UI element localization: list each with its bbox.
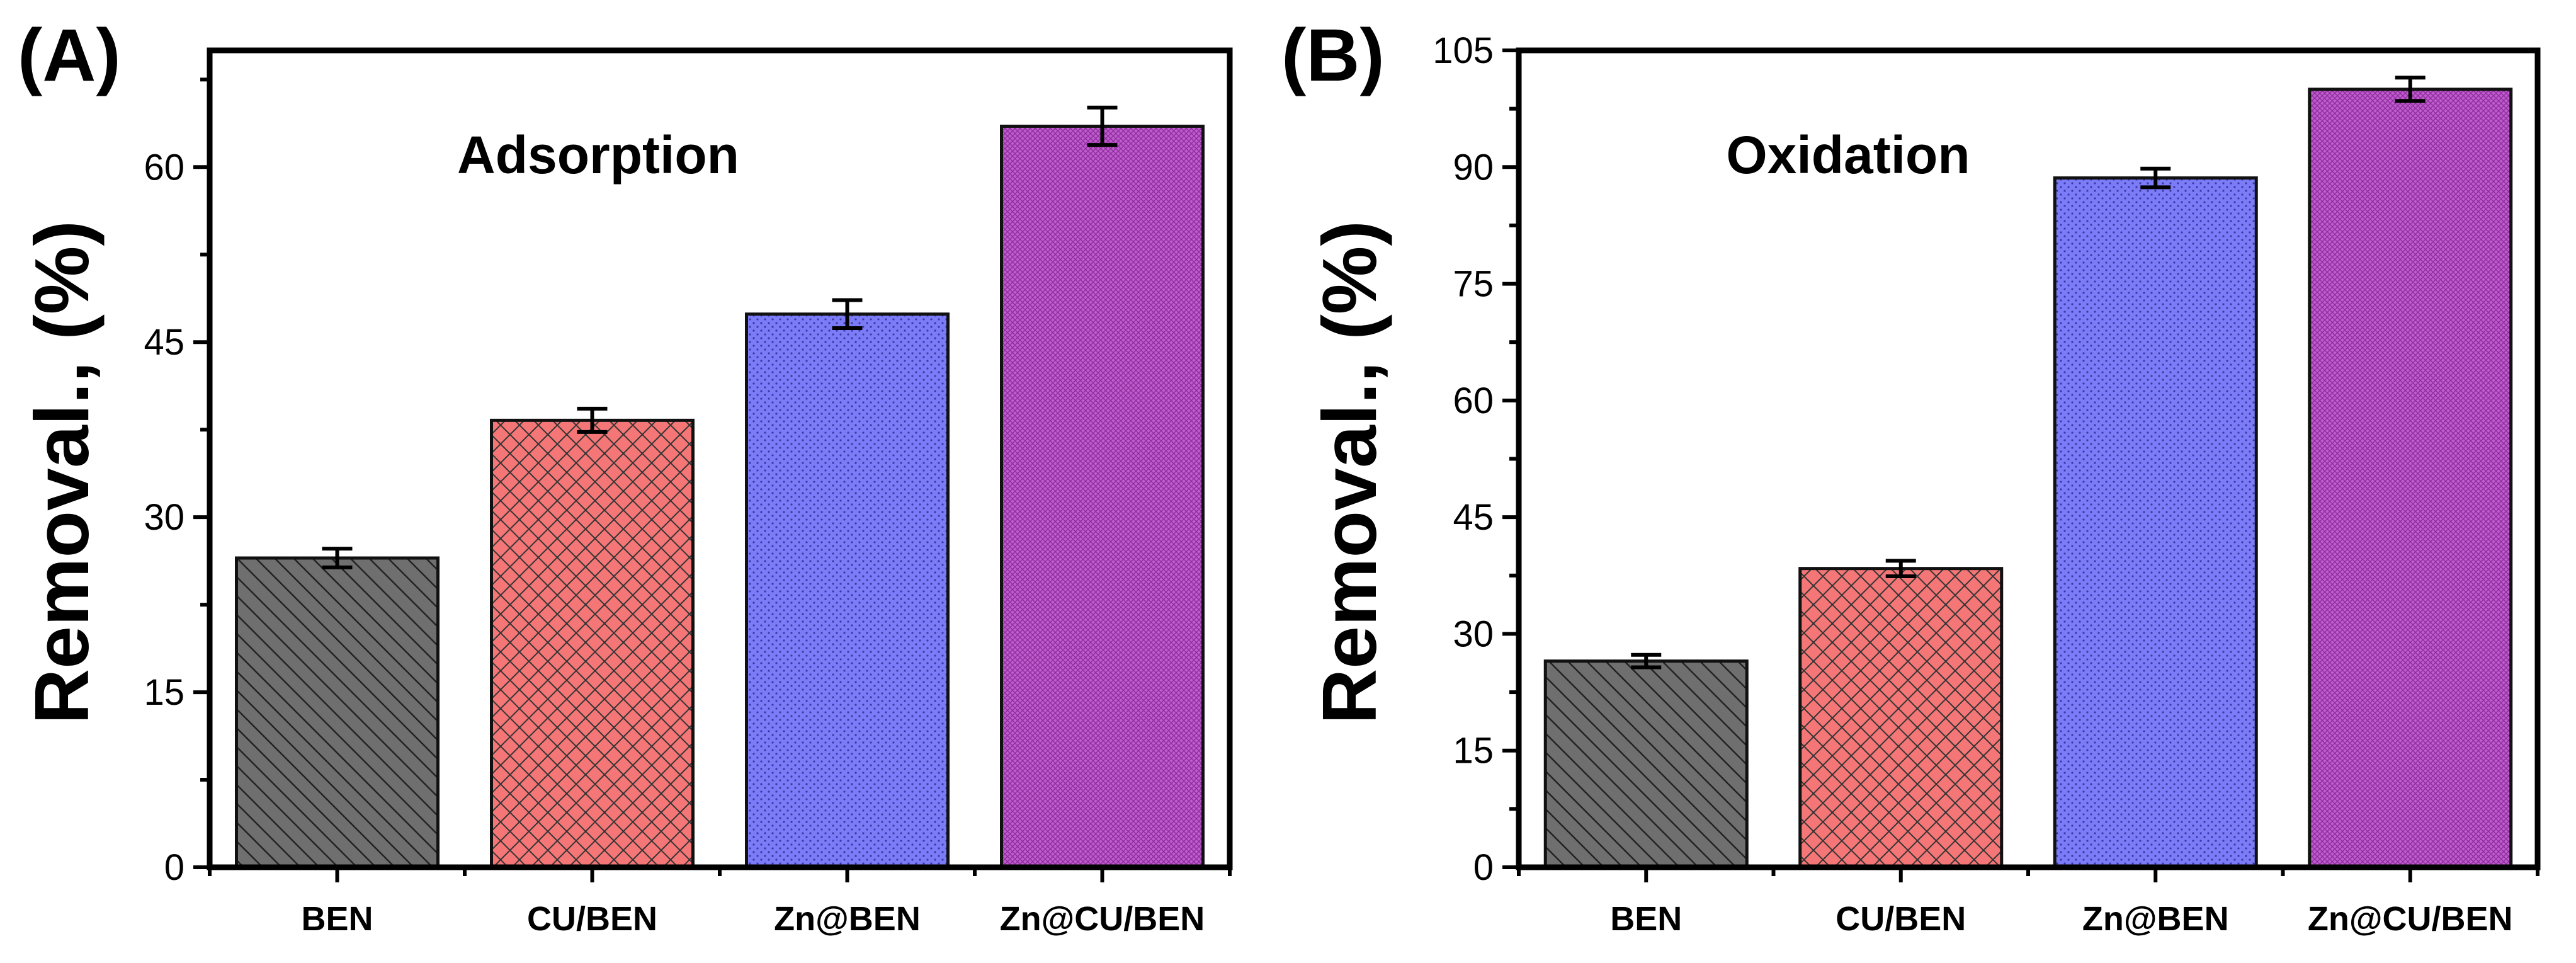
chart-title: Adsorption (457, 125, 739, 185)
y-tick-label: 90 (1453, 147, 1494, 188)
bar (1798, 567, 2004, 869)
x-tick-label: Zn@BEN (774, 900, 921, 938)
y-tick-label: 30 (1453, 613, 1494, 654)
bar (1000, 124, 1205, 869)
oxidation-chart: (B) Oxidation Removal., (%) 0 15 30 45 60 75 9… (1281, 14, 2541, 938)
y-tick-label: 45 (144, 322, 184, 363)
y-tick-label: 45 (1453, 497, 1494, 538)
y-tick-label: 105 (1433, 30, 1494, 71)
y-axis-label: Removal., (%) (19, 220, 105, 724)
x-tick-label: BEN (1610, 900, 1682, 938)
y-tick-label: 75 (1453, 264, 1494, 305)
panel-label: (A) (18, 14, 121, 97)
x-tick-label: Zn@CU/BEN (1000, 900, 1205, 938)
x-tick-label: CU/BEN (1836, 900, 1966, 938)
bar (235, 556, 440, 869)
y-tick-label: 0 (1473, 847, 1494, 888)
y-tick-label: 60 (1453, 380, 1494, 421)
plot-frame (1516, 47, 2541, 870)
bar (490, 418, 695, 869)
plot-frame (207, 47, 1233, 870)
y-tick-label: 15 (144, 672, 184, 713)
y-tick-label: 60 (144, 147, 184, 188)
x-tick-label: CU/BEN (527, 900, 657, 938)
adsorption-chart: (A) Adsorption Removal., (%) 0 15 30 45 60 BE… (18, 14, 1233, 938)
x-tick-label: Zn@CU/BEN (2308, 900, 2513, 938)
y-tick-label: 15 (1453, 731, 1494, 772)
bar (2053, 176, 2258, 869)
bar (2308, 88, 2513, 869)
chart-title: Oxidation (1726, 125, 1970, 185)
y-tick-label: 0 (164, 847, 184, 888)
x-tick-label: BEN (301, 900, 373, 938)
y-tick-label: 30 (144, 497, 184, 538)
bar (745, 312, 950, 869)
panel-label: (B) (1281, 14, 1385, 97)
x-tick-label: Zn@BEN (2082, 900, 2229, 938)
bar (1543, 659, 1749, 869)
y-axis-label: Removal., (%) (1307, 220, 1392, 724)
